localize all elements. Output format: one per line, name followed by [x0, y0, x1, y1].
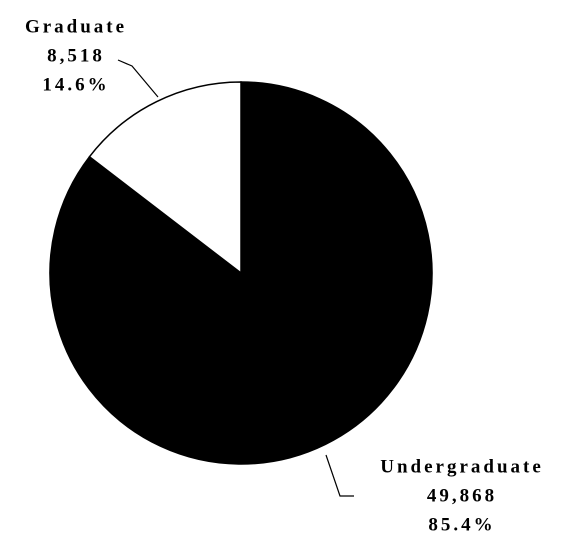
value-label: 49,868	[427, 485, 497, 506]
leader-line	[325, 454, 354, 497]
value-label: 8,518	[47, 45, 105, 66]
leader-line	[117, 59, 159, 98]
percent-label: 14.6%	[42, 74, 109, 95]
slice-label: Undergraduate	[380, 456, 544, 477]
percent-label: 85.4%	[428, 514, 495, 535]
pie-slice	[49, 81, 433, 465]
slice-label: Graduate	[25, 16, 127, 37]
pie-slice	[88, 81, 242, 275]
